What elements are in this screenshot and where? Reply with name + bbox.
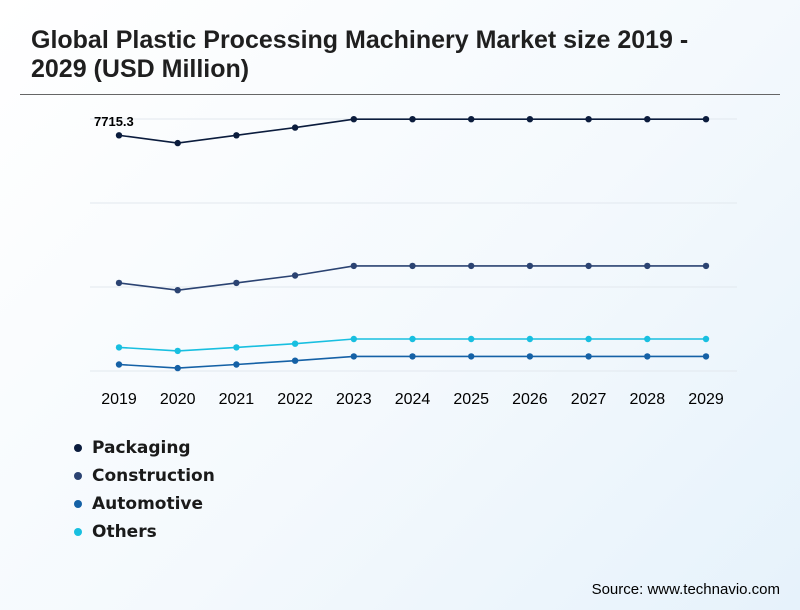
x-tick-label-2020: 2020 (160, 391, 196, 408)
point-automotive-2027[interactable] (585, 353, 592, 360)
point-construction-2021[interactable] (233, 279, 240, 287)
series-line-packaging (118, 118, 706, 144)
legend-marker-automotive (74, 500, 82, 508)
legend-item-packaging[interactable]: Packaging (74, 434, 215, 462)
legend-marker-others (74, 528, 82, 536)
x-tick-label-2028: 2028 (630, 391, 666, 408)
legend-label-others: Others (92, 522, 157, 542)
legend-item-construction[interactable]: Construction (74, 462, 215, 490)
point-packaging-2019[interactable] (115, 132, 123, 139)
series-points (115, 116, 710, 372)
point-construction-2022[interactable] (291, 272, 299, 279)
point-automotive-2025[interactable] (468, 353, 475, 360)
point-construction-2028[interactable] (644, 262, 651, 270)
point-others-2021[interactable] (233, 344, 240, 351)
point-construction-2025[interactable] (468, 262, 475, 270)
point-packaging-2029[interactable] (702, 116, 710, 123)
point-packaging-2023[interactable] (350, 116, 357, 123)
legend-item-others[interactable]: Others (74, 518, 215, 546)
legend-label-automotive: Automotive (92, 494, 204, 514)
point-construction-2020[interactable] (174, 287, 181, 294)
x-tick-label-2019: 2019 (101, 391, 137, 408)
chart-title: Global Plastic Processing Machinery Mark… (31, 26, 689, 83)
point-construction-2027[interactable] (585, 262, 592, 270)
title-divider (20, 94, 780, 95)
x-tick-label-2025: 2025 (453, 391, 489, 408)
point-others-2024[interactable] (409, 335, 416, 343)
x-tick-label-2022: 2022 (277, 391, 313, 408)
x-axis-labels: 2019 2020 2021 2022 2023 2024 2025 2026 2027 2028… (101, 391, 724, 408)
point-others-2026[interactable] (526, 335, 534, 343)
x-tick-label-2024: 2024 (395, 391, 431, 408)
point-packaging-2026[interactable] (526, 116, 534, 123)
source-note: Source: www.technavio.com (591, 581, 780, 598)
point-packaging-2025[interactable] (468, 116, 475, 123)
point-others-2025[interactable] (468, 335, 475, 343)
legend: Packaging Construction Automotive Others (74, 434, 215, 546)
point-automotive-2019[interactable] (115, 361, 123, 368)
x-tick-label-2021: 2021 (219, 391, 255, 408)
legend-label-packaging: Packaging (92, 438, 191, 458)
point-automotive-2026[interactable] (526, 353, 534, 360)
point-others-2029[interactable] (702, 335, 710, 343)
point-others-2027[interactable] (585, 335, 592, 343)
point-others-2019[interactable] (115, 344, 123, 351)
point-automotive-2020[interactable] (174, 364, 181, 372)
point-packaging-2028[interactable] (644, 116, 651, 123)
point-packaging-2027[interactable] (585, 116, 592, 123)
point-construction-2019[interactable] (115, 279, 123, 287)
point-construction-2029[interactable] (702, 262, 710, 270)
point-packaging-2024[interactable] (409, 116, 416, 123)
x-tick-label-2027: 2027 (571, 391, 607, 408)
point-packaging-2021[interactable] (233, 132, 240, 139)
point-others-2020[interactable] (174, 347, 181, 355)
point-packaging-2020[interactable] (174, 139, 181, 147)
legend-marker-construction (74, 472, 82, 480)
legend-marker-packaging (74, 444, 82, 452)
line-chart: 2019 2020 2021 2022 2023 2024 2025 2026 2027 2028… (90, 114, 737, 408)
x-tick-label-2029: 2029 (688, 391, 724, 408)
data-label-annotation: 7715.3 (94, 114, 134, 129)
series-lines (118, 118, 706, 369)
point-others-2028[interactable] (644, 335, 651, 343)
point-automotive-2021[interactable] (233, 361, 240, 368)
legend-label-construction: Construction (92, 466, 215, 486)
point-construction-2023[interactable] (350, 262, 357, 270)
point-others-2022[interactable] (291, 340, 299, 347)
point-automotive-2023[interactable] (350, 353, 357, 360)
point-packaging-2022[interactable] (291, 124, 299, 131)
point-others-2023[interactable] (350, 335, 357, 343)
point-construction-2026[interactable] (526, 262, 534, 270)
x-tick-label-2026: 2026 (512, 391, 548, 408)
x-tick-label-2023: 2023 (336, 391, 372, 408)
point-automotive-2028[interactable] (644, 353, 651, 360)
point-automotive-2022[interactable] (291, 357, 299, 364)
point-construction-2024[interactable] (409, 262, 416, 270)
gridlines (90, 118, 737, 372)
point-automotive-2024[interactable] (409, 353, 416, 360)
legend-item-automotive[interactable]: Automotive (74, 490, 215, 518)
point-automotive-2029[interactable] (702, 353, 710, 360)
